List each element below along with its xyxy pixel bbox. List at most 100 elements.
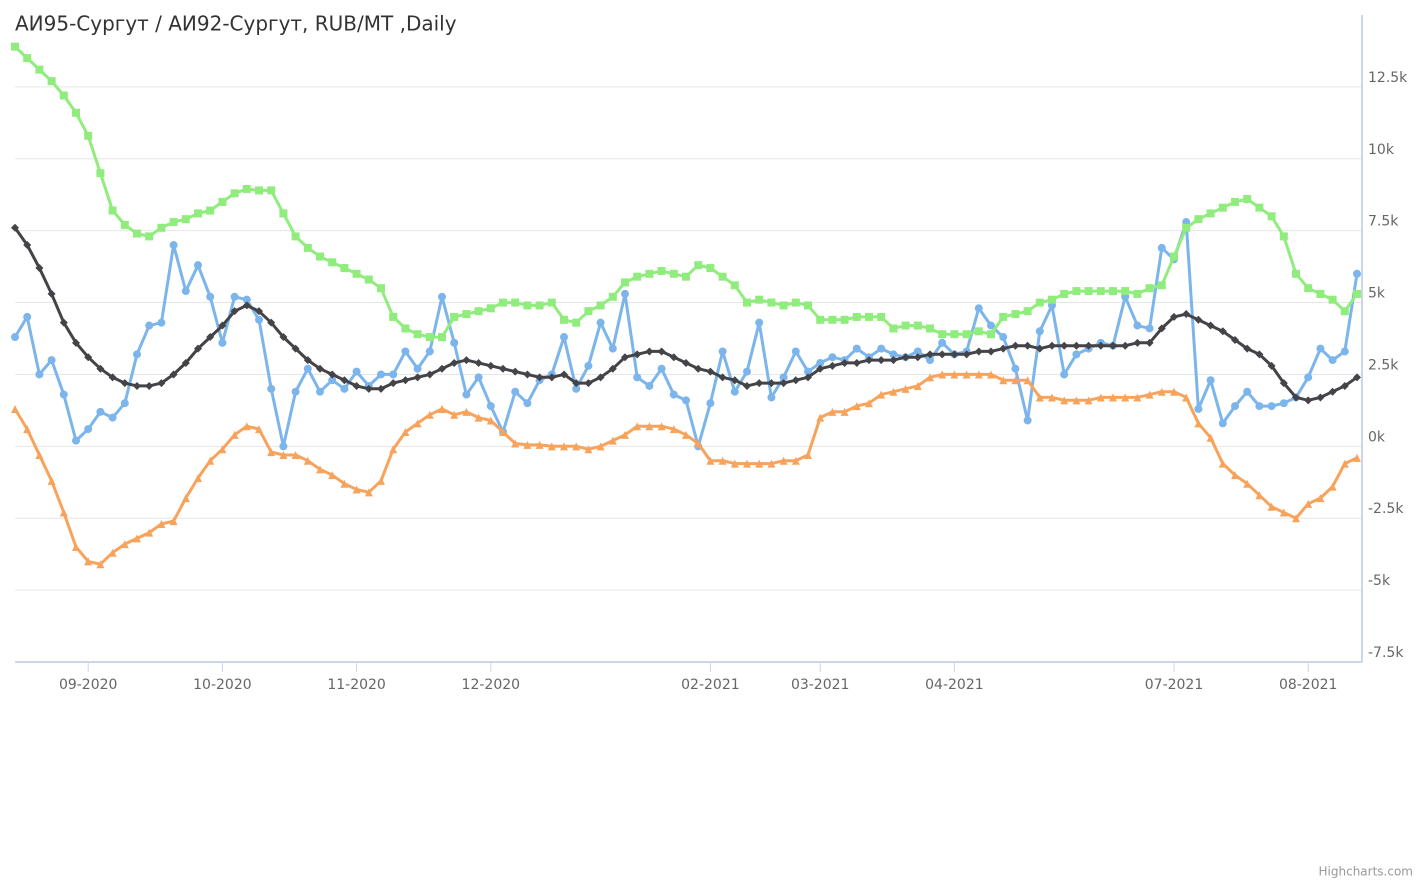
- point: [596, 442, 605, 451]
- point: [169, 218, 178, 227]
- point: [767, 379, 776, 388]
- point: [779, 456, 788, 465]
- point: [584, 307, 593, 316]
- point: [828, 315, 837, 324]
- x-tick-label: 03-2021: [791, 677, 850, 693]
- point: [1072, 341, 1081, 350]
- point: [1353, 453, 1361, 462]
- point: [230, 292, 239, 301]
- point: [669, 425, 678, 434]
- point: [1194, 419, 1203, 428]
- point: [486, 304, 495, 313]
- point: [1133, 338, 1142, 347]
- point: [743, 459, 751, 468]
- point: [364, 275, 373, 284]
- point: [352, 269, 361, 278]
- point: [316, 465, 324, 474]
- point: [1316, 494, 1325, 503]
- point: [255, 425, 263, 434]
- point: [1316, 344, 1325, 353]
- point: [352, 367, 361, 376]
- point: [377, 476, 385, 485]
- point: [120, 379, 129, 388]
- point: [133, 229, 141, 238]
- point: [72, 108, 80, 117]
- point: [35, 65, 44, 74]
- point: [694, 364, 703, 373]
- point: [1194, 404, 1203, 413]
- point: [401, 347, 410, 356]
- point: [608, 364, 617, 373]
- point: [11, 223, 19, 232]
- point: [1157, 324, 1166, 333]
- point: [1157, 387, 1166, 396]
- point: [1231, 335, 1239, 344]
- point: [255, 186, 263, 195]
- point: [413, 373, 422, 382]
- point: [816, 413, 825, 422]
- point: [1206, 321, 1215, 330]
- x-tick-label: 12-2020: [462, 677, 521, 693]
- point: [218, 338, 227, 347]
- x-tick-label: 02-2021: [681, 677, 740, 693]
- point: [1048, 393, 1056, 402]
- point: [108, 413, 117, 422]
- point: [1084, 341, 1093, 350]
- point: [194, 261, 202, 270]
- x-tick-label: 04-2021: [925, 677, 984, 693]
- point: [462, 310, 471, 319]
- point: [425, 347, 434, 356]
- point: [1084, 287, 1093, 296]
- point: [974, 327, 983, 336]
- point: [755, 379, 764, 388]
- point: [108, 373, 117, 382]
- point: [706, 367, 715, 376]
- point: [669, 390, 678, 399]
- point: [450, 312, 459, 321]
- point: [1182, 310, 1191, 319]
- point: [572, 318, 581, 327]
- point: [535, 301, 544, 310]
- point: [999, 344, 1008, 353]
- point: [804, 450, 812, 459]
- point: [389, 370, 398, 379]
- point: [474, 413, 483, 422]
- point: [194, 344, 202, 353]
- point: [999, 376, 1008, 385]
- point: [523, 399, 532, 408]
- point: [1170, 252, 1178, 261]
- point: [633, 350, 642, 359]
- x-tick-label: 10-2020: [193, 677, 252, 693]
- point: [206, 456, 215, 465]
- point: [1060, 289, 1069, 298]
- point: [242, 295, 251, 304]
- point: [730, 387, 739, 396]
- point: [133, 534, 141, 543]
- point: [23, 54, 32, 63]
- point: [865, 399, 873, 408]
- point: [1060, 396, 1069, 405]
- point: [1023, 307, 1032, 316]
- point: [303, 243, 312, 252]
- point: [267, 318, 276, 327]
- point: [1023, 376, 1032, 385]
- point: [413, 419, 422, 428]
- point: [72, 542, 80, 551]
- point: [1133, 393, 1142, 402]
- point: [23, 312, 32, 321]
- point: [267, 384, 276, 393]
- y-tick-label: 12.5k: [1368, 70, 1408, 86]
- point: [901, 353, 910, 362]
- point: [1035, 393, 1044, 402]
- point: [1243, 344, 1252, 353]
- point: [791, 298, 800, 307]
- point: [913, 381, 922, 390]
- point: [499, 298, 507, 307]
- point: [145, 528, 154, 537]
- point: [1048, 341, 1056, 350]
- point: [47, 289, 56, 298]
- point: [206, 333, 215, 342]
- point: [1218, 459, 1227, 468]
- point: [340, 384, 349, 393]
- point: [511, 439, 520, 448]
